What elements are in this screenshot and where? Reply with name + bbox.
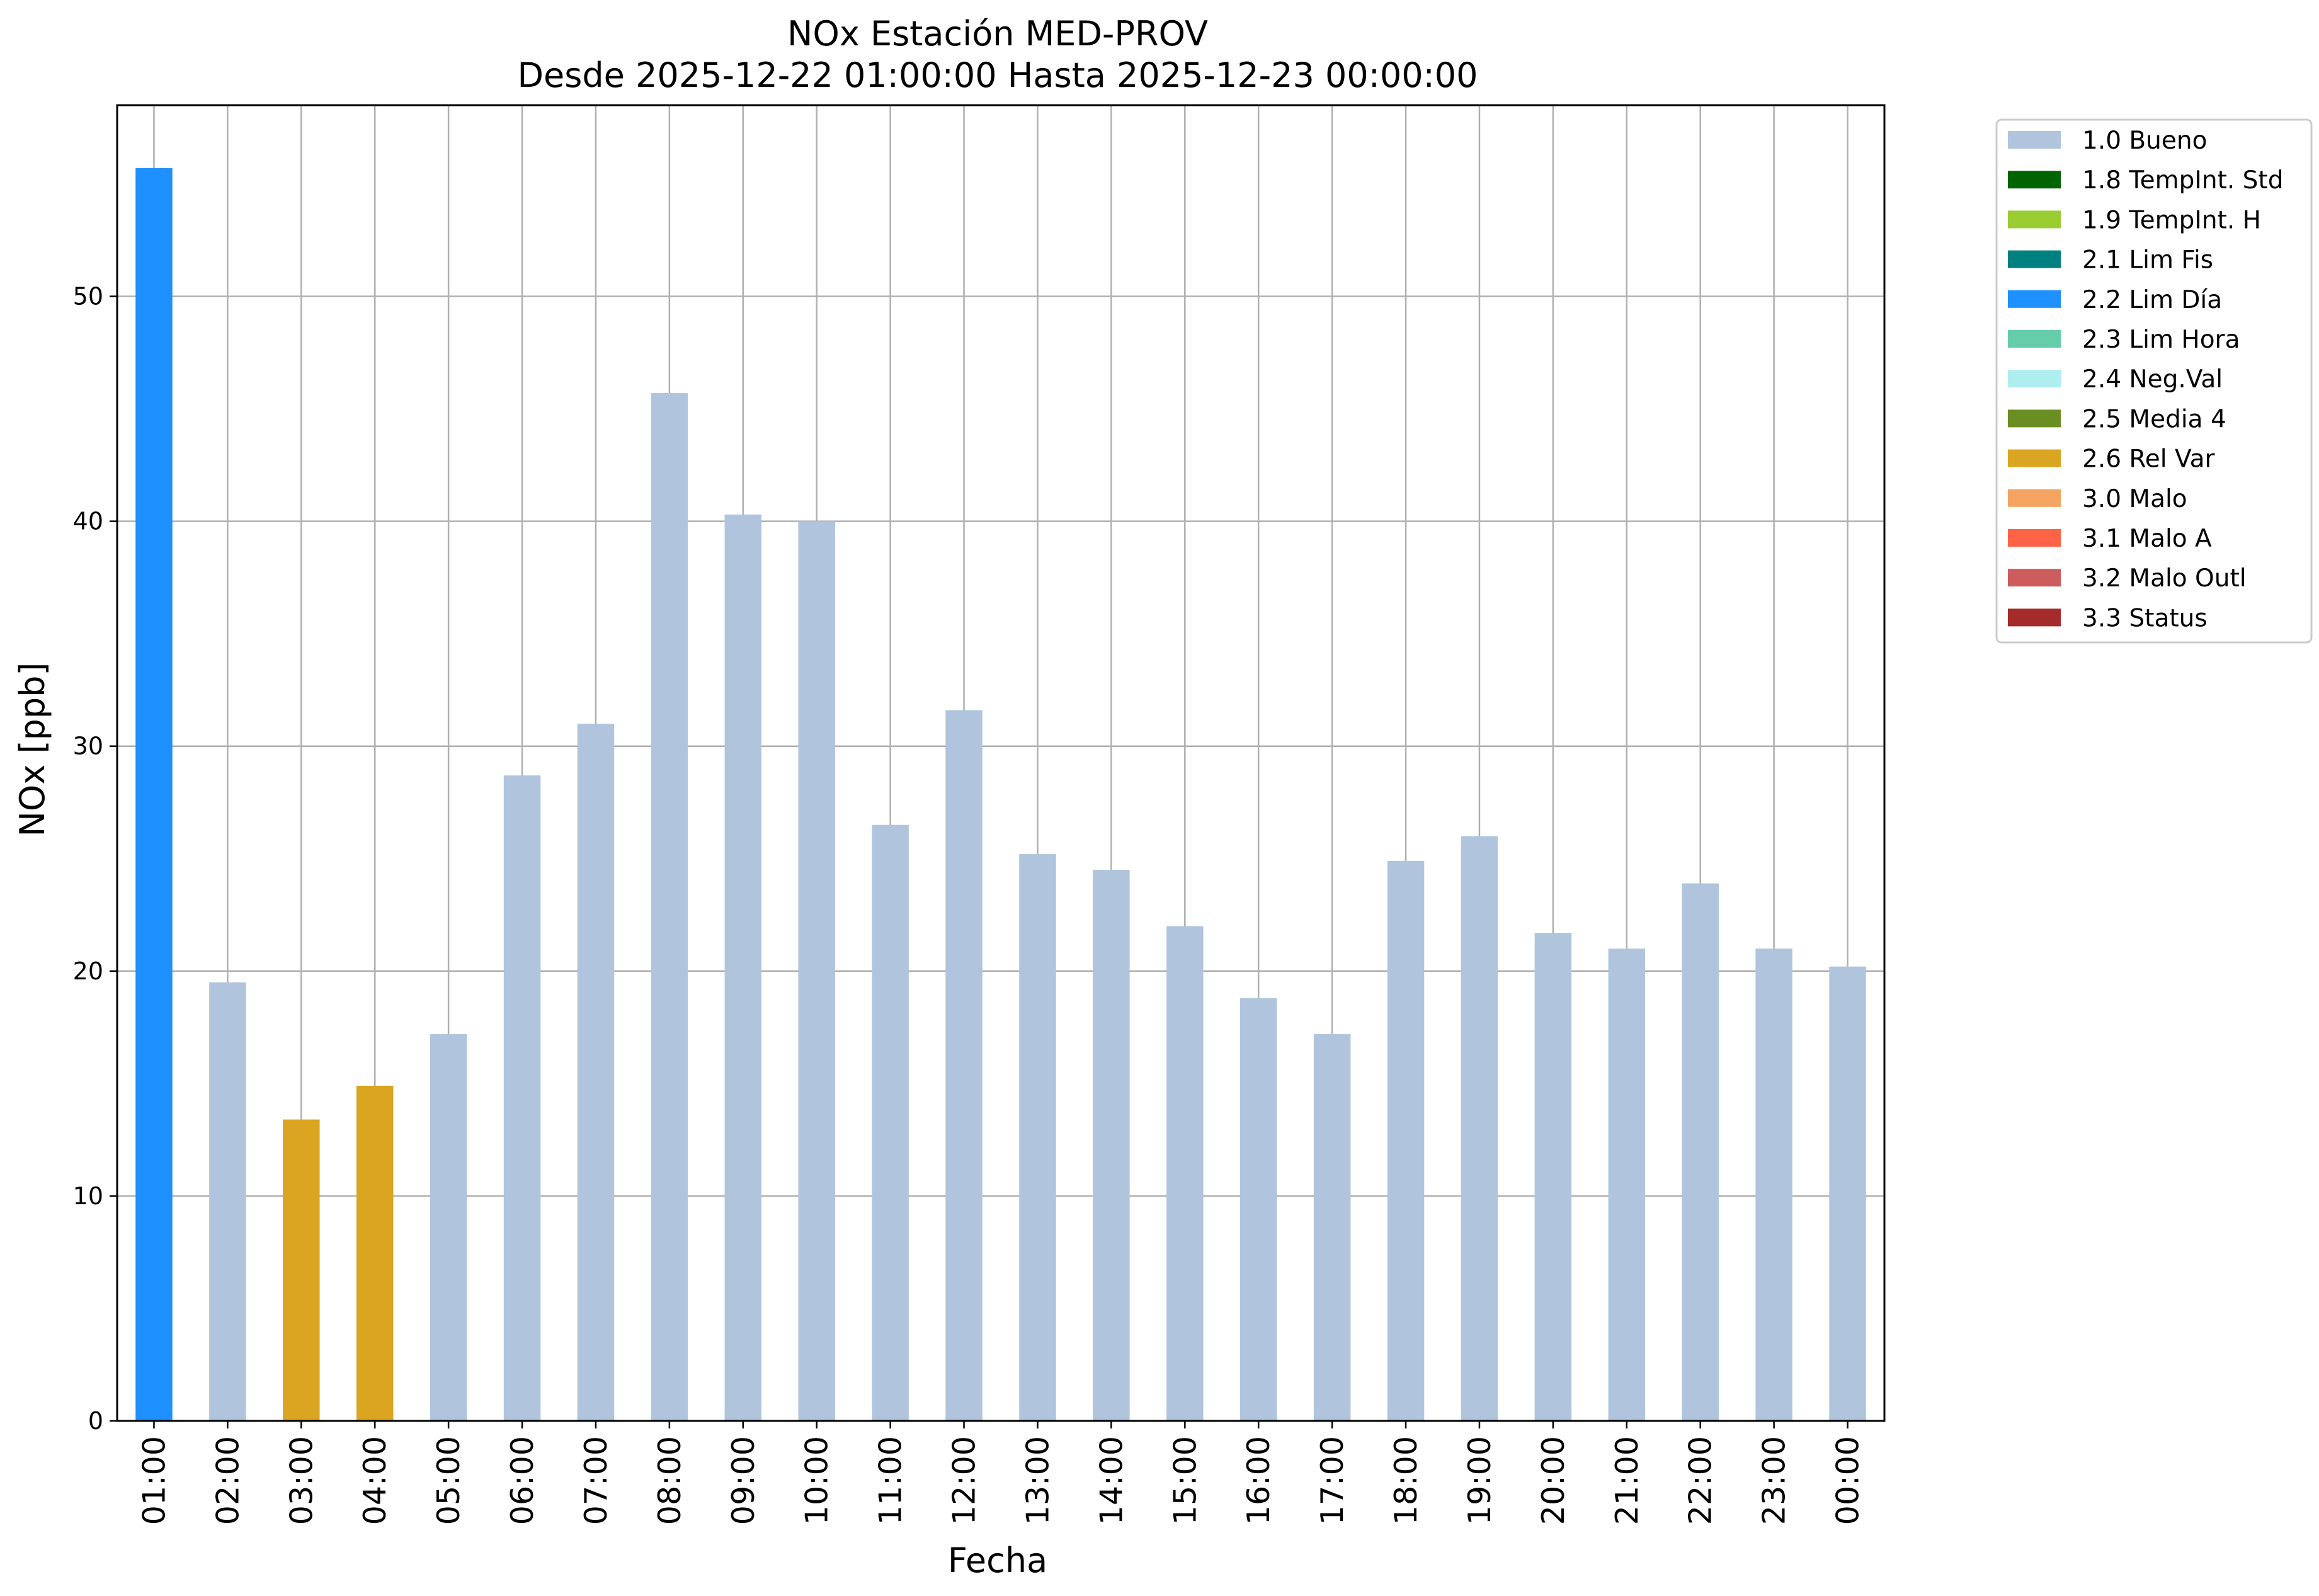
x-tick-label: 09:00 [726,1436,761,1525]
bar-05:00 [430,1034,467,1421]
legend-swatch [2008,608,2061,627]
chart-subtitle: Desde 2025-12-22 01:00:00 Hasta 2025-12-… [517,55,1478,95]
bar-08:00 [651,393,688,1421]
legend-label: 2.5 Media 4 [2082,405,2226,433]
y-tick-label: 50 [73,283,103,311]
legend-label: 2.1 Lim Fis [2082,246,2213,275]
x-tick-label: 15:00 [1167,1436,1203,1525]
x-tick-label: 23:00 [1757,1436,1792,1525]
chart-title: NOx Estación MED-PROV [787,14,1208,54]
bar-16:00 [1239,998,1277,1421]
bar-19:00 [1461,836,1498,1421]
legend: 1.0 Bueno 1.8 TempInt. Std 1.9 TempInt. H 2… [1995,118,2313,644]
legend-swatch [2008,569,2061,587]
legend-swatch [2008,131,2061,149]
legend-swatch [2008,330,2061,348]
x-tick-label: 03:00 [283,1436,319,1525]
x-tick-label: 08:00 [652,1436,688,1525]
legend-swatch [2008,529,2061,547]
bar-00:00 [1829,966,1866,1421]
legend-swatch [2008,171,2061,189]
bar-15:00 [1166,926,1204,1421]
plot-area-frame [116,104,1886,1422]
legend-label: 2.6 Rel Var [2082,445,2216,474]
legend-swatch [2008,290,2061,308]
legend-label: 2.4 Neg.Val [2082,365,2223,394]
bar-17:00 [1313,1034,1351,1421]
bar-23:00 [1755,949,1792,1421]
x-tick-label: 13:00 [1020,1436,1056,1525]
x-tick-label: 05:00 [431,1436,467,1525]
bar-07:00 [577,724,615,1421]
x-tick-label: 18:00 [1388,1436,1424,1525]
legend-label: 1.9 TempInt. H [2082,206,2261,234]
bar-09:00 [724,514,762,1421]
x-tick-label: 01:00 [136,1436,172,1525]
x-tick-label: 17:00 [1314,1436,1350,1525]
x-tick-label: 22:00 [1683,1436,1719,1525]
bar-10:00 [798,521,835,1421]
x-tick-label: 14:00 [1093,1436,1129,1525]
bar-06:00 [503,775,541,1421]
bar-01:00 [135,168,173,1421]
bar-02:00 [209,982,246,1421]
x-tick-label: 06:00 [504,1436,540,1525]
legend-swatch [2008,489,2061,507]
legend-label: 1.0 Bueno [2082,127,2207,155]
legend-label: 2.3 Lim Hora [2082,326,2240,354]
bars [135,168,1866,1421]
x-tick-label: 07:00 [578,1436,614,1525]
y-axis-ticks: 0 10 20 30 40 50 [73,283,117,1435]
y-tick-label: 30 [73,732,103,760]
x-tick-label: 02:00 [210,1436,246,1525]
bar-20:00 [1534,933,1572,1421]
bar-11:00 [872,824,909,1421]
x-tick-label: 00:00 [1830,1436,1866,1525]
x-tick-label: 21:00 [1609,1436,1645,1525]
bar-21:00 [1608,949,1646,1421]
bar-18:00 [1387,860,1425,1421]
legend-swatch [2008,449,2061,467]
legend-label: 3.2 Malo Outl [2082,564,2247,593]
x-axis-ticks: 01:00 02:00 03:00 04:00 05:00 06:00 07:00 08:00… [136,1421,1866,1525]
x-tick-label: 20:00 [1536,1436,1571,1525]
y-tick-label: 0 [88,1407,103,1435]
y-tick-label: 20 [73,957,103,985]
legend-label: 3.3 Status [2082,604,2208,632]
legend-frame [1995,118,2313,644]
legend-swatch [2008,250,2061,268]
legend-label: 3.1 Malo A [2082,525,2212,553]
x-tick-label: 12:00 [947,1436,983,1525]
bar-03:00 [283,1119,320,1421]
y-tick-label: 40 [73,508,103,535]
bar-04:00 [356,1085,394,1421]
legend-swatch [2008,409,2061,428]
x-tick-label: 19:00 [1462,1436,1498,1525]
x-axis-label: Fecha [948,1541,1047,1580]
x-tick-label: 10:00 [799,1436,835,1525]
y-axis-label: NOx [ppb] [13,663,52,837]
bar-22:00 [1682,883,1719,1421]
bar-12:00 [945,710,983,1421]
y-tick-label: 10 [73,1182,103,1210]
legend-swatch [2008,370,2061,388]
bar-14:00 [1093,870,1130,1421]
legend-swatch [2008,210,2061,229]
legend-label: 2.2 Lim Día [2082,286,2222,314]
legend-label: 1.8 TempInt. Std [2082,166,2283,195]
x-tick-label: 04:00 [357,1436,393,1525]
legend-label: 3.0 Malo [2082,485,2187,513]
x-tick-label: 11:00 [873,1436,909,1525]
bar-13:00 [1019,854,1056,1421]
x-tick-label: 16:00 [1241,1436,1277,1525]
